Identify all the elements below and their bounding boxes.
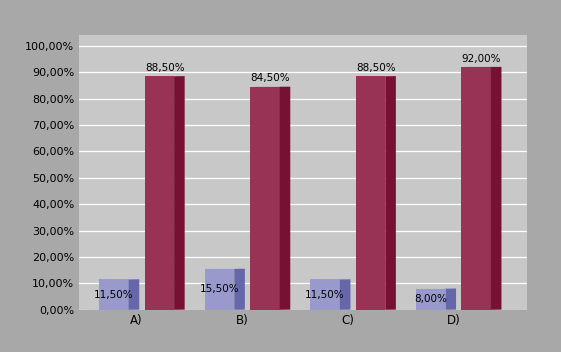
Polygon shape	[356, 76, 385, 310]
Text: 8,00%: 8,00%	[414, 294, 447, 304]
Polygon shape	[461, 67, 491, 310]
Text: 92,00%: 92,00%	[462, 54, 501, 64]
Polygon shape	[340, 279, 351, 310]
Text: 84,50%: 84,50%	[250, 74, 290, 83]
Polygon shape	[128, 279, 139, 310]
Text: 11,50%: 11,50%	[305, 290, 345, 300]
Polygon shape	[250, 87, 280, 310]
Text: 88,50%: 88,50%	[145, 63, 185, 73]
Polygon shape	[205, 269, 234, 310]
Polygon shape	[491, 67, 502, 310]
Text: 88,50%: 88,50%	[356, 63, 396, 73]
Polygon shape	[416, 289, 445, 310]
Text: 15,50%: 15,50%	[200, 284, 240, 294]
Text: 11,50%: 11,50%	[94, 290, 134, 300]
Polygon shape	[145, 76, 174, 310]
Polygon shape	[280, 87, 290, 310]
Polygon shape	[174, 76, 185, 310]
Polygon shape	[310, 279, 340, 310]
Polygon shape	[445, 289, 456, 310]
Polygon shape	[99, 279, 128, 310]
Polygon shape	[385, 76, 396, 310]
Polygon shape	[234, 269, 245, 310]
